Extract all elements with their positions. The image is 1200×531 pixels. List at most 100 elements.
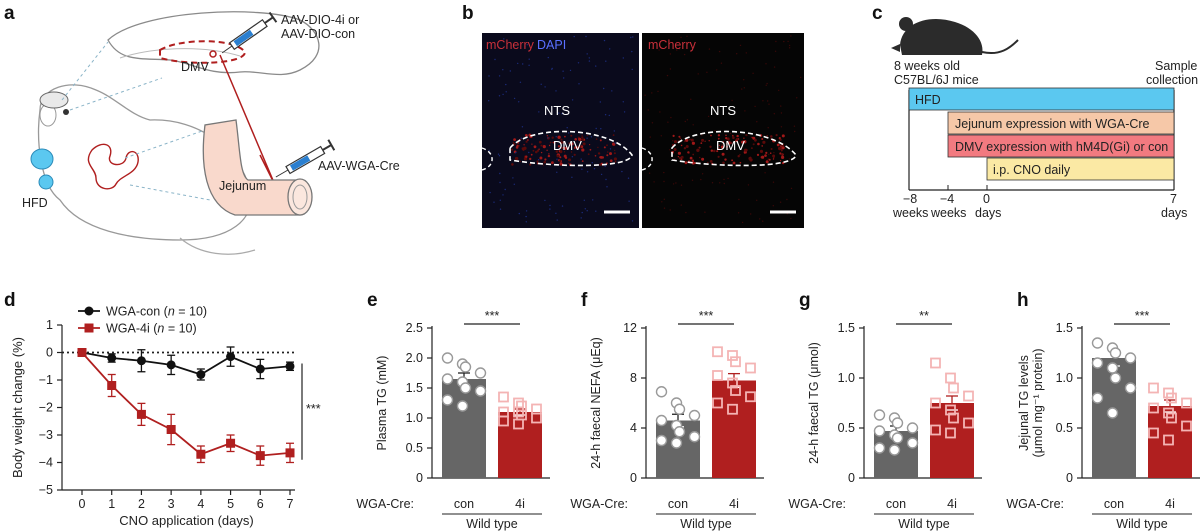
mcherry-signal (540, 151, 543, 154)
data-point-4i (513, 397, 524, 409)
panel-label: f (581, 290, 588, 311)
background-signal (772, 181, 775, 183)
mcherry-signal (762, 140, 766, 144)
background-signal (498, 75, 501, 77)
mcherry-signal (731, 159, 733, 162)
background-signal (704, 211, 706, 213)
bar-cno (986, 157, 1175, 181)
tick-unit-days-2: days (1161, 206, 1187, 220)
mcherry-signal (578, 137, 582, 141)
background-signal (502, 69, 504, 71)
data-point-con (1106, 362, 1119, 374)
mcherry-signal (536, 160, 539, 163)
background-signal (580, 158, 582, 160)
data-point-con (1109, 372, 1122, 384)
background-signal (786, 198, 788, 201)
background-signal (513, 97, 516, 100)
tick-7: 7 (1170, 192, 1177, 206)
mcherry-signal (718, 144, 721, 147)
background-signal (556, 158, 558, 160)
background-signal (568, 132, 570, 134)
mouse-caption-1: 8 weeks old (894, 59, 960, 73)
significance-label: ** (919, 309, 929, 323)
x-tick-label: 2 (138, 497, 145, 511)
mcherry-signal (772, 158, 775, 160)
data-point-con (1091, 337, 1104, 349)
mcherry-signal (692, 153, 695, 156)
mcherry-signal (525, 155, 528, 158)
mcherry-signal (768, 158, 771, 161)
group-prefix: WGA-Cre: (1006, 497, 1064, 511)
background-signal (766, 82, 768, 85)
background-signal (741, 221, 744, 224)
mcherry-signal (732, 161, 736, 165)
y-axis-label: Plasma TG (mM) (375, 356, 389, 451)
background-signal (595, 210, 597, 212)
mcherry-signal (516, 144, 519, 147)
mcherry-signal (597, 146, 599, 149)
mcherry-signal (511, 163, 514, 166)
background-signal (509, 70, 511, 72)
mcherry-signal (764, 154, 767, 157)
syringe-icon-2 (275, 139, 336, 178)
mcherry-signal (685, 145, 689, 148)
mcherry-signal (756, 153, 760, 156)
background-signal (608, 114, 610, 117)
background-signal (623, 111, 626, 113)
background-signal (756, 121, 758, 123)
mcherry-signal (689, 156, 693, 160)
background-signal (588, 57, 590, 59)
dmv-label-a: DMV (181, 60, 209, 74)
background-signal (504, 188, 506, 191)
y-tick-label: 0 (630, 471, 637, 485)
data-point-con (688, 409, 701, 422)
mcherry-signal (757, 142, 760, 146)
data-point-4i (930, 357, 941, 369)
mcherry-signal (709, 160, 713, 163)
background-signal (562, 70, 564, 72)
data-point-4i (930, 424, 941, 436)
mcherry-signal (609, 152, 612, 156)
background-signal (503, 38, 505, 40)
mcherry-signal (597, 152, 601, 155)
y-tick-label: −1 (39, 373, 53, 387)
x-axis-label: CNO application (days) (119, 513, 253, 528)
significance-label: *** (699, 309, 714, 323)
mcherry-signal (553, 142, 556, 145)
background-signal (711, 182, 714, 184)
mcherry-signal (521, 147, 525, 151)
data-point-4i (1181, 420, 1192, 432)
mcherry-signal (710, 149, 713, 152)
mcherry-signal (527, 139, 529, 141)
image-mcherry (642, 33, 804, 228)
mcherry-signal (607, 151, 609, 153)
background-signal (767, 127, 769, 129)
y-tick-label: 1.5 (838, 321, 855, 335)
mcherry-signal (679, 156, 682, 160)
background-signal (686, 35, 688, 37)
background-signal (549, 204, 551, 207)
mcherry-signal (707, 161, 709, 164)
legend-label: WGA-con (n = 10) (106, 305, 207, 319)
y-tick-label: 1.0 (838, 371, 855, 385)
data-point-con (474, 385, 487, 397)
background-signal (651, 122, 654, 124)
legend-label: WGA-4i (n = 10) (106, 322, 197, 336)
mcherry-signal (725, 137, 728, 140)
background-signal (585, 35, 587, 38)
mcherry-signal (736, 137, 738, 140)
mcherry-signal (549, 141, 552, 144)
background-signal (736, 53, 738, 55)
mcherry-signal (523, 144, 525, 146)
background-signal (498, 95, 501, 97)
mcherry-signal (581, 138, 584, 141)
virus-top-label-2: AAV-DIO-con (281, 27, 355, 41)
x-tick-label: 0 (79, 497, 86, 511)
nts-label-left: NTS (544, 103, 570, 118)
significance-label: *** (1135, 309, 1150, 323)
mcherry-signal (514, 156, 519, 161)
legend-count: = 10) (175, 305, 207, 319)
mcherry-signal (554, 140, 557, 143)
background-signal (581, 211, 583, 214)
y-tick-label: 0 (416, 471, 423, 485)
